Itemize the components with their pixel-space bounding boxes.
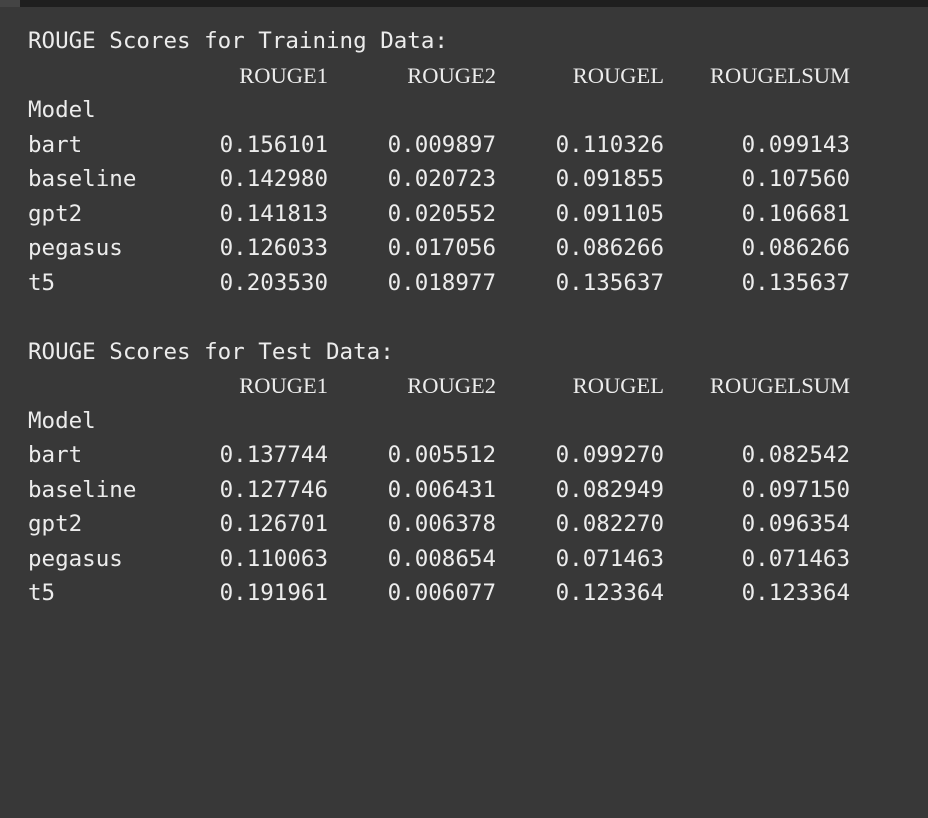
cell-rougel: 0.099270: [555, 442, 664, 468]
cell-rougelsum: 0.123364: [741, 580, 850, 606]
cell-rougelsum: 0.071463: [741, 545, 850, 572]
column-header-rouge1: ROUGE1: [239, 373, 328, 398]
table-row: gpt2 0.126701 0.006378 0.082270 0.096354: [28, 507, 888, 542]
cell-rouge2: 0.009897: [387, 131, 496, 158]
column-header-rougel: ROUGEL: [572, 373, 664, 398]
table-row: bart 0.156101 0.009897 0.110326 0.099143: [28, 128, 888, 163]
column-header-rougelsum: ROUGELSUM: [709, 62, 850, 88]
row-model-name: bart: [28, 131, 83, 158]
section-title-text: ROUGE Scores for Test Data:: [28, 338, 394, 365]
row-model-name: gpt2: [28, 511, 83, 537]
cell-rougel: 0.086266: [555, 235, 664, 261]
cell-rouge2: 0.005512: [387, 442, 496, 468]
cell-rougel: 0.135637: [555, 269, 664, 296]
column-header-rouge2: ROUGE2: [407, 373, 496, 398]
index-name-row: Model: [28, 404, 888, 439]
cell-rougelsum: 0.082542: [741, 442, 850, 468]
section-title: ROUGE Scores for Test Data:: [28, 335, 888, 370]
table-row: t5 0.203530 0.018977 0.135637 0.135637: [28, 266, 888, 301]
cell-rougelsum: 0.107560: [741, 166, 850, 192]
row-model-name: t5: [28, 580, 56, 606]
training-scores-section: ROUGE Scores for Training Data: ROUGE1 R…: [28, 24, 888, 300]
cell-rougel: 0.123364: [555, 580, 664, 606]
table-row: t5 0.191961 0.006077 0.123364 0.123364: [28, 576, 888, 611]
cell-rouge1: 0.137744: [219, 442, 328, 468]
column-header-rougelsum: ROUGELSUM: [709, 373, 850, 398]
cell-rouge2: 0.020552: [387, 200, 496, 227]
cell-rouge1: 0.127746: [219, 476, 328, 503]
row-model-name: baseline: [28, 476, 137, 503]
cell-rougelsum: 0.099143: [741, 131, 850, 158]
cell-rouge1: 0.156101: [219, 131, 328, 158]
notebook-top-bar: [0, 0, 928, 7]
test-scores-section: ROUGE Scores for Test Data: ROUGE1 ROUGE…: [28, 335, 888, 611]
cell-rouge1: 0.110063: [219, 545, 328, 572]
section-title: ROUGE Scores for Training Data:: [28, 24, 888, 59]
cell-rougelsum: 0.097150: [741, 476, 850, 503]
cell-rougelsum: 0.106681: [741, 200, 850, 227]
cell-rougel: 0.082949: [555, 476, 664, 503]
cell-output: ROUGE Scores for Training Data: ROUGE1 R…: [28, 24, 888, 611]
cell-rouge1: 0.126701: [219, 511, 328, 537]
table-header-row: ROUGE1 ROUGE2 ROUGEL ROUGELSUM: [28, 369, 888, 404]
cell-rougel: 0.110326: [555, 131, 664, 158]
cell-rougel: 0.091105: [555, 200, 664, 227]
cell-rouge1: 0.203530: [219, 269, 328, 296]
cell-rougelsum: 0.086266: [741, 235, 850, 261]
cell-rouge2: 0.006431: [387, 476, 496, 503]
table-row: gpt2 0.141813 0.020552 0.091105 0.106681: [28, 197, 888, 232]
cell-rougel: 0.071463: [555, 545, 664, 572]
table-row: bart 0.137744 0.005512 0.099270 0.082542: [28, 438, 888, 473]
column-header-rougel: ROUGEL: [572, 62, 664, 88]
cell-rougel: 0.091855: [555, 166, 664, 192]
table-header-row: ROUGE1 ROUGE2 ROUGEL ROUGELSUM: [28, 59, 888, 94]
cell-rougelsum: 0.135637: [741, 269, 850, 296]
table-row: baseline 0.142980 0.020723 0.091855 0.10…: [28, 162, 888, 197]
cell-rougel: 0.082270: [555, 511, 664, 537]
row-model-name: t5: [28, 269, 56, 296]
row-model-name: gpt2: [28, 200, 83, 227]
cell-rouge2: 0.017056: [387, 235, 496, 261]
cell-rouge2: 0.006378: [387, 511, 496, 537]
cell-rouge2: 0.008654: [387, 545, 496, 572]
row-model-name: baseline: [28, 166, 137, 192]
cell-rouge2: 0.020723: [387, 166, 496, 192]
table-row: baseline 0.127746 0.006431 0.082949 0.09…: [28, 473, 888, 508]
column-header-rouge2: ROUGE2: [407, 62, 496, 88]
cell-rouge1: 0.142980: [219, 166, 328, 192]
cell-rouge2: 0.006077: [387, 580, 496, 606]
row-model-name: pegasus: [28, 545, 123, 572]
row-model-name: bart: [28, 442, 83, 468]
table-row: pegasus 0.110063 0.008654 0.071463 0.071…: [28, 542, 888, 577]
table-row: pegasus 0.126033 0.017056 0.086266 0.086…: [28, 231, 888, 266]
cell-rouge1: 0.141813: [219, 200, 328, 227]
cell-rouge2: 0.018977: [387, 269, 496, 296]
cell-rouge1: 0.126033: [219, 235, 328, 261]
cell-rougelsum: 0.096354: [741, 511, 850, 537]
section-title-text: ROUGE Scores for Training Data:: [28, 28, 448, 54]
row-model-name: pegasus: [28, 235, 123, 261]
index-name: Model: [28, 97, 96, 123]
index-name-row: Model: [28, 93, 888, 128]
column-header-rouge1: ROUGE1: [239, 62, 328, 88]
index-name: Model: [28, 407, 96, 434]
cell-rouge1: 0.191961: [219, 580, 328, 606]
top-bar-accent: [0, 0, 20, 7]
